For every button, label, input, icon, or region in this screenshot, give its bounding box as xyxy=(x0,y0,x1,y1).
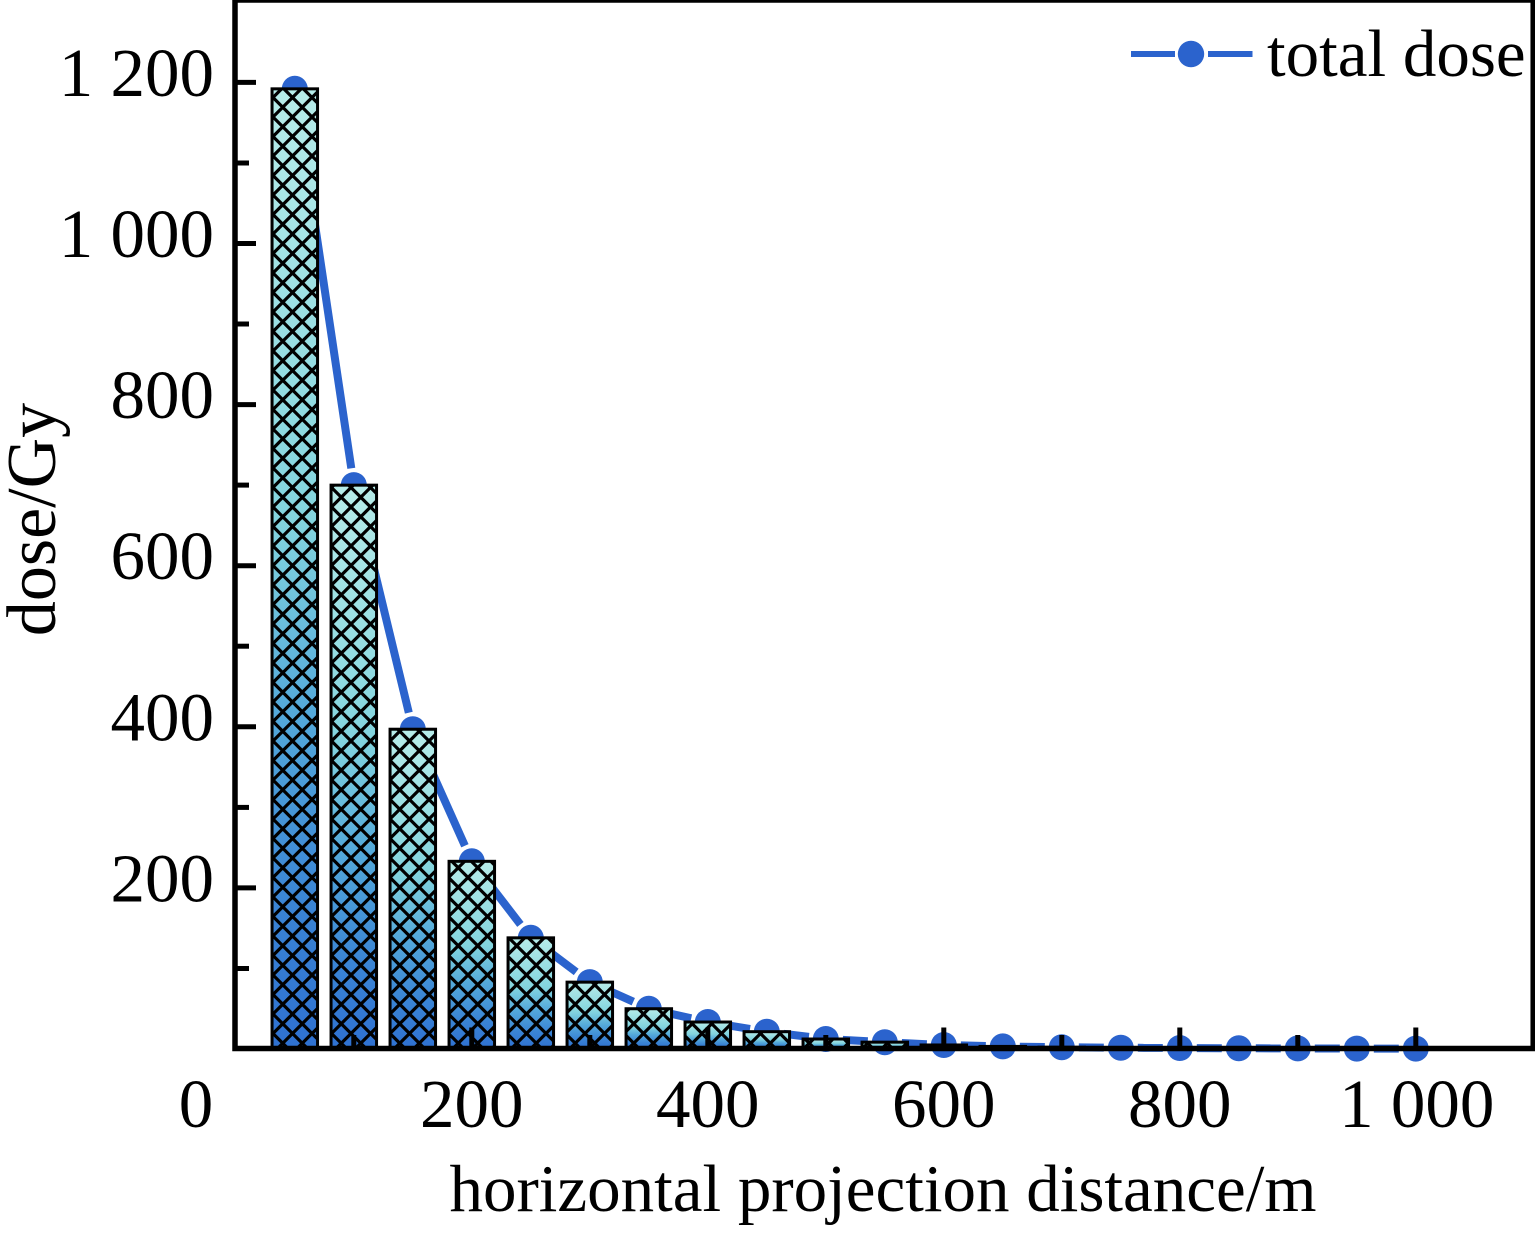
svg-text:600: 600 xyxy=(892,1066,996,1142)
svg-text:800: 800 xyxy=(1128,1066,1232,1142)
svg-text:200: 200 xyxy=(420,1066,524,1142)
svg-text:total dose: total dose xyxy=(1267,17,1526,91)
svg-text:400: 400 xyxy=(656,1066,760,1142)
svg-text:1 000: 1 000 xyxy=(1339,1066,1494,1142)
svg-text:1 200: 1 200 xyxy=(59,35,214,111)
svg-text:horizontal projection distance: horizontal projection distance/m xyxy=(449,1152,1316,1226)
svg-text:dose/Gy: dose/Gy xyxy=(0,403,71,636)
svg-text:600: 600 xyxy=(111,518,215,594)
svg-text:1 000: 1 000 xyxy=(59,196,214,272)
svg-text:800: 800 xyxy=(111,357,215,433)
svg-text:0: 0 xyxy=(179,1066,214,1142)
svg-text:400: 400 xyxy=(111,679,215,755)
svg-text:200: 200 xyxy=(111,840,215,916)
